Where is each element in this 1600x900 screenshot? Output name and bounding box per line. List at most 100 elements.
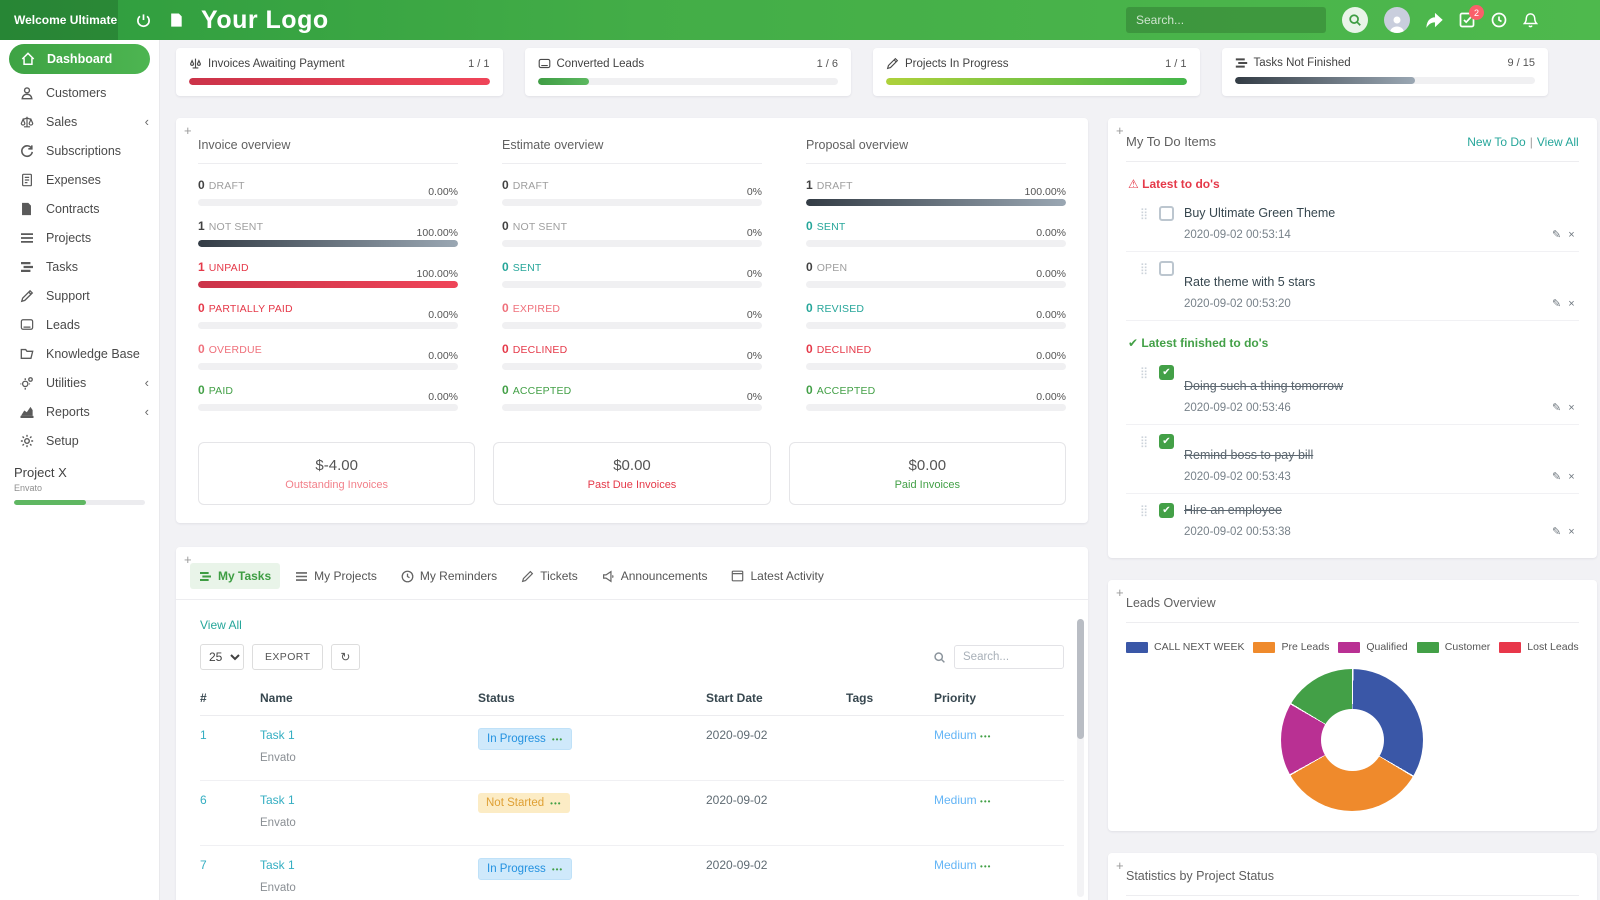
priority-menu-icon[interactable]: ••• (980, 797, 992, 806)
task-name-link[interactable]: Task 1 (260, 728, 295, 742)
refresh-button[interactable]: ↻ (331, 644, 360, 670)
avatar[interactable] (1384, 7, 1410, 33)
task-priority[interactable]: Medium (934, 793, 977, 807)
search-button[interactable] (1342, 7, 1368, 33)
delete-icon[interactable]: × (1568, 402, 1575, 414)
edit-icon[interactable]: ✎ (1552, 298, 1562, 310)
sidebar-item-expenses[interactable]: Expenses (0, 165, 159, 194)
col-header-priority[interactable]: Priority (934, 682, 1064, 716)
sidebar-item-sales[interactable]: Sales ‹ (0, 107, 159, 136)
task-id-link[interactable]: 7 (200, 858, 207, 872)
delete-icon[interactable]: × (1568, 298, 1575, 310)
tab-my-tasks[interactable]: My Tasks (190, 563, 281, 589)
stat-card-converted-leads[interactable]: Converted Leads 1 / 6 (524, 48, 851, 96)
col-header-tags[interactable]: Tags (846, 682, 934, 716)
bell-icon[interactable] (1523, 12, 1538, 28)
todo-view-all-link[interactable]: View All (1536, 134, 1579, 149)
todo-checkbox-checked[interactable]: ✔ (1159, 503, 1174, 518)
stat-card-projects-in-progress[interactable]: Projects In Progress 1 / 1 (873, 48, 1200, 96)
status-menu-icon[interactable]: ••• (551, 864, 564, 874)
drag-dots-icon[interactable]: ⣿ (1140, 367, 1149, 379)
legend-item[interactable]: Qualified (1338, 641, 1408, 653)
legend-item[interactable]: CALL NEXT WEEK (1126, 641, 1244, 653)
sidebar-item-setup[interactable]: Setup (0, 426, 159, 455)
col-header-id[interactable]: # (200, 682, 260, 716)
status-menu-icon[interactable]: ••• (550, 798, 562, 808)
status-menu-icon[interactable]: ••• (551, 734, 564, 744)
col-header-status[interactable]: Status (478, 682, 706, 716)
status-badge[interactable]: Not Started ••• (478, 793, 570, 813)
todo-checkbox[interactable] (1159, 261, 1174, 276)
table-scrollbar[interactable] (1077, 619, 1084, 897)
past-due-invoices-box[interactable]: $0.00 Past Due Invoices (493, 442, 771, 505)
sidebar-item-contracts[interactable]: Contracts (0, 194, 159, 223)
leads-donut-chart[interactable] (1281, 669, 1424, 811)
sidebar-item-leads[interactable]: Leads (0, 310, 159, 339)
drag-handle-icon[interactable]: + (1116, 123, 1124, 138)
tab-latest-activity[interactable]: Latest Activity (722, 563, 832, 589)
task-name-link[interactable]: Task 1 (260, 858, 295, 872)
tab-announcements[interactable]: Announcements (593, 563, 717, 589)
legend-item[interactable]: Customer (1416, 641, 1490, 653)
tab-my-projects[interactable]: My Projects (286, 563, 386, 589)
drag-dots-icon[interactable]: ⣿ (1140, 505, 1149, 517)
legend-item[interactable]: Lost Leads (1499, 641, 1579, 653)
sidebar-project[interactable]: Project X Envato (0, 455, 159, 505)
sidebar-item-support[interactable]: Support (0, 281, 159, 310)
sidebar-item-projects[interactable]: Projects (0, 223, 159, 252)
edit-icon[interactable]: ✎ (1552, 526, 1562, 538)
priority-menu-icon[interactable]: ••• (980, 862, 992, 871)
task-priority[interactable]: Medium (934, 858, 977, 872)
task-name-link[interactable]: Task 1 (260, 793, 295, 807)
app-logo[interactable]: Your Logo (201, 5, 329, 34)
task-priority[interactable]: Medium (934, 728, 977, 742)
stat-card-invoices-awaiting[interactable]: Invoices Awaiting Payment 1 / 1 (176, 48, 503, 96)
priority-menu-icon[interactable]: ••• (980, 732, 992, 741)
sidebar-item-customers[interactable]: Customers (0, 78, 159, 107)
page-size-select[interactable]: 25 (200, 644, 244, 670)
tab-my-reminders[interactable]: My Reminders (392, 563, 506, 589)
drag-handle-icon[interactable]: + (184, 552, 192, 567)
col-header-start-date[interactable]: Start Date (706, 682, 846, 716)
drag-dots-icon[interactable]: ⣿ (1140, 263, 1149, 275)
drag-handle-icon[interactable]: + (184, 123, 192, 138)
power-icon[interactable] (136, 13, 151, 28)
sidebar-item-utilities[interactable]: Utilities ‹ (0, 368, 159, 397)
tab-tickets[interactable]: Tickets (512, 563, 587, 589)
drag-dots-icon[interactable]: ⣿ (1140, 208, 1149, 220)
status-badge[interactable]: In Progress ••• (478, 728, 573, 750)
table-search-input[interactable] (954, 645, 1064, 669)
sidebar-item-tasks[interactable]: Tasks (0, 252, 159, 281)
view-all-link[interactable]: View All (200, 618, 242, 632)
task-id-link[interactable]: 6 (200, 793, 207, 807)
col-header-name[interactable]: Name (260, 682, 478, 716)
new-todo-link[interactable]: New To Do (1467, 134, 1526, 149)
delete-icon[interactable]: × (1568, 471, 1575, 483)
drag-handle-icon[interactable]: + (1116, 585, 1124, 600)
notes-icon[interactable] (169, 13, 183, 27)
global-search-input[interactable] (1126, 7, 1326, 33)
scrollbar-thumb[interactable] (1077, 619, 1084, 739)
edit-icon[interactable]: ✎ (1552, 229, 1562, 241)
stat-card-tasks-not-finished[interactable]: Tasks Not Finished 9 / 15 (1221, 48, 1548, 96)
sidebar-item-knowledge-base[interactable]: Knowledge Base (0, 339, 159, 368)
legend-item[interactable]: Pre Leads (1253, 641, 1329, 653)
tasks-notifications-icon[interactable]: 2 (1459, 5, 1484, 28)
edit-icon[interactable]: ✎ (1552, 402, 1562, 414)
todo-checkbox-checked[interactable]: ✔ (1159, 434, 1174, 449)
edit-icon[interactable]: ✎ (1552, 471, 1562, 483)
delete-icon[interactable]: × (1568, 526, 1575, 538)
sidebar-item-dashboard[interactable]: Dashboard (9, 44, 150, 74)
table-row[interactable]: 7 Task 1 Envato In Progress ••• 2020-09-02… (200, 845, 1064, 900)
status-badge[interactable]: In Progress ••• (478, 858, 573, 880)
timers-icon[interactable] (1491, 12, 1507, 28)
todo-checkbox[interactable] (1159, 206, 1174, 221)
table-row[interactable]: 1 Task 1 Envato In Progress ••• 2020-09-02… (200, 715, 1064, 781)
outstanding-invoices-box[interactable]: $-4.00 Outstanding Invoices (198, 442, 476, 505)
drag-handle-icon[interactable]: + (1116, 858, 1124, 873)
paid-invoices-box[interactable]: $0.00 Paid Invoices (788, 442, 1066, 505)
export-button[interactable]: EXPORT (252, 644, 324, 670)
drag-dots-icon[interactable]: ⣿ (1140, 436, 1149, 448)
task-id-link[interactable]: 1 (200, 728, 207, 742)
todo-checkbox-checked[interactable]: ✔ (1159, 365, 1174, 380)
